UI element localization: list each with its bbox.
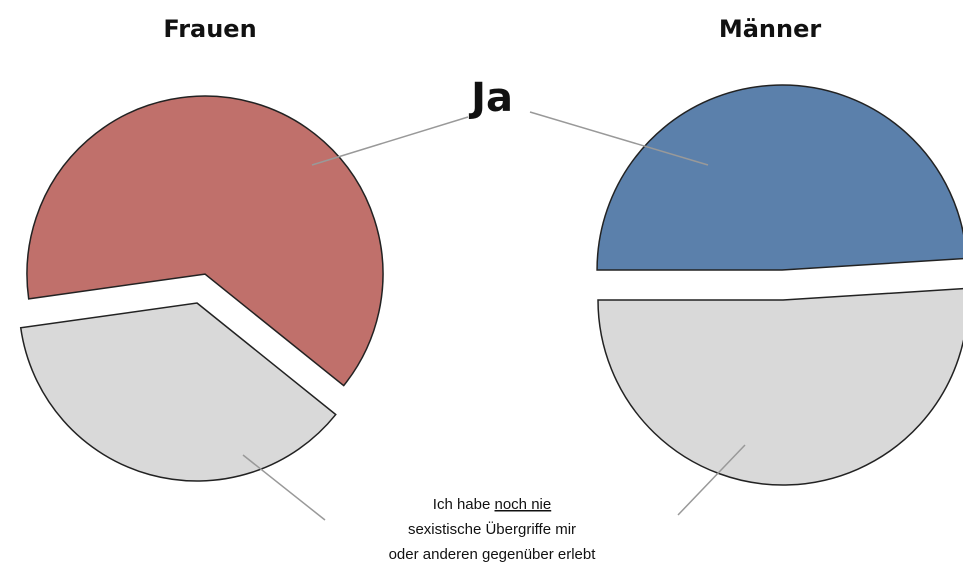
- pie-slice: [596, 84, 963, 271]
- note-emphasis: noch nie: [495, 496, 552, 513]
- pie-slice: [19, 302, 337, 482]
- leader-line: [529, 111, 709, 166]
- note-text: sexistische Übergriffe mir: [408, 520, 576, 538]
- pie-slice: [597, 287, 963, 486]
- leader-line: [242, 454, 326, 521]
- pie-slice: [26, 95, 384, 387]
- note-text: Ich habe: [433, 496, 491, 513]
- annotation-note: Ich habe noch nie: [433, 496, 551, 513]
- leader-line: [677, 444, 746, 516]
- leader-line: [311, 116, 469, 166]
- annotation-ja: Ja: [468, 75, 513, 121]
- chart-title: Männer: [719, 15, 822, 43]
- chart-title: Frauen: [163, 15, 256, 43]
- note-text: oder anderen gegenüber erlebt: [389, 546, 597, 563]
